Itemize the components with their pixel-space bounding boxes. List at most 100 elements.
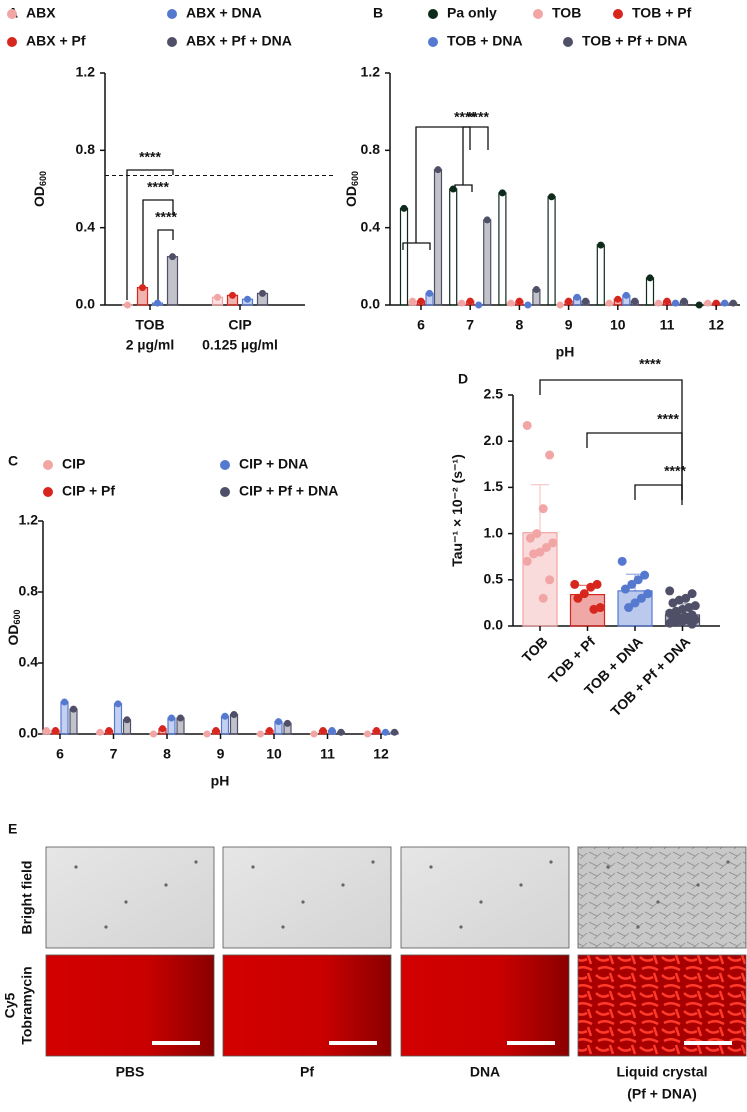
data-point xyxy=(529,549,539,559)
bar-top-dot xyxy=(284,719,291,727)
bar-top-dot xyxy=(124,301,131,309)
bar-top-dot xyxy=(409,297,416,305)
significance-label: **** xyxy=(639,356,661,372)
bar-top-dot xyxy=(154,299,161,307)
scale-bar xyxy=(152,1041,200,1045)
bar-top-dot xyxy=(663,297,671,305)
bar-top-dot xyxy=(139,284,146,292)
data-point xyxy=(589,604,599,614)
bar-top-dot xyxy=(105,726,113,734)
bar xyxy=(166,256,179,306)
column-label: (Pf + DNA) xyxy=(627,1086,697,1102)
x-tick-label: CIP xyxy=(228,317,251,333)
legend-marker xyxy=(220,460,230,470)
legend-label: CIP + DNA xyxy=(239,456,308,472)
micrograph xyxy=(400,846,570,949)
data-point xyxy=(636,593,646,603)
y-tick-label: 0.4 xyxy=(361,218,381,234)
legend-marker xyxy=(167,37,177,47)
data-point xyxy=(573,593,583,603)
micrograph xyxy=(222,954,392,1057)
bar-top-dot xyxy=(434,166,442,174)
bar-top-dot xyxy=(524,301,532,309)
data-point xyxy=(525,533,535,543)
bar-top-dot xyxy=(721,299,729,307)
data-point xyxy=(624,603,634,613)
panel-label: D xyxy=(458,371,468,387)
y-label-sub: 600 xyxy=(350,171,360,186)
bar-top-dot xyxy=(169,253,176,261)
y-axis-label: Tau⁻¹ × 10⁻² (s⁻¹) xyxy=(449,454,465,567)
x-tick-label: 11 xyxy=(320,746,335,762)
significance-bracket xyxy=(157,229,174,300)
bar-top-dot xyxy=(70,705,77,713)
bar-top-dot xyxy=(43,726,50,734)
data-point xyxy=(687,619,697,629)
bar-top-dot xyxy=(168,714,175,722)
significance-bracket xyxy=(142,199,174,288)
significance-label: **** xyxy=(155,209,177,225)
legend-label: TOB + Pf xyxy=(632,5,692,21)
particle xyxy=(726,860,730,864)
bar-top-dot xyxy=(729,299,737,307)
data-point xyxy=(532,529,542,539)
scale-bar xyxy=(329,1041,377,1045)
data-point xyxy=(640,570,650,580)
bar-top-dot xyxy=(337,728,345,736)
bar xyxy=(69,708,78,735)
row-label: Cy5 xyxy=(2,992,18,1018)
bar-top-dot xyxy=(96,728,104,736)
particle xyxy=(479,900,483,904)
y-tick-label: 0.5 xyxy=(484,571,504,587)
particle xyxy=(429,865,433,869)
bar-top-dot xyxy=(364,730,371,738)
bar-top-dot xyxy=(466,297,474,305)
particle xyxy=(194,860,198,864)
bar-top-dot xyxy=(328,726,336,734)
y-axis-label: OD600 xyxy=(31,171,49,207)
y-label-sub: 600 xyxy=(38,171,48,186)
bar-top-dot xyxy=(244,295,251,303)
bar-top-dot xyxy=(695,301,703,309)
x-axis-label: pH xyxy=(556,344,575,360)
significance-label: **** xyxy=(657,411,679,427)
data-point xyxy=(620,584,630,594)
particle xyxy=(281,925,285,929)
significance-label: **** xyxy=(139,149,161,165)
significance-label: **** xyxy=(454,109,476,125)
data-point xyxy=(522,556,532,566)
bar-top-dot xyxy=(229,291,236,299)
x-tick-label: 12 xyxy=(373,746,389,762)
bar-top-dot xyxy=(257,730,264,738)
legend-marker xyxy=(43,487,53,497)
x-tick-label: 8 xyxy=(163,746,171,762)
significance-bracket xyxy=(415,126,471,243)
bar-top-dot xyxy=(214,293,221,301)
data-point xyxy=(665,618,675,628)
particle xyxy=(251,865,255,869)
x-tick-label: 10 xyxy=(610,317,626,333)
data-point xyxy=(541,542,551,552)
bar-top-dot xyxy=(680,297,688,305)
y-tick-label: 1.5 xyxy=(484,478,504,494)
data-point xyxy=(545,575,555,585)
legend-marker xyxy=(428,37,438,47)
significance-label: **** xyxy=(664,463,686,479)
particle xyxy=(301,900,305,904)
legend-marker xyxy=(428,9,438,19)
panel-label: B xyxy=(373,5,383,21)
bar-top-dot xyxy=(417,297,425,305)
x-tick-label: 9 xyxy=(217,746,225,762)
particle xyxy=(104,925,108,929)
bar-top-dot xyxy=(631,297,639,305)
x-tick-label: 10 xyxy=(266,746,282,762)
x-tick-sublabel: 0.125 µg/ml xyxy=(202,337,278,353)
y-tick-label: 1.0 xyxy=(484,524,504,540)
bar-top-dot xyxy=(391,728,398,736)
particle xyxy=(519,883,523,887)
column-label: Liquid crystal xyxy=(616,1064,707,1080)
x-axis-label: pH xyxy=(211,773,230,789)
micrograph xyxy=(400,954,570,1057)
bar-top-dot xyxy=(548,193,556,201)
